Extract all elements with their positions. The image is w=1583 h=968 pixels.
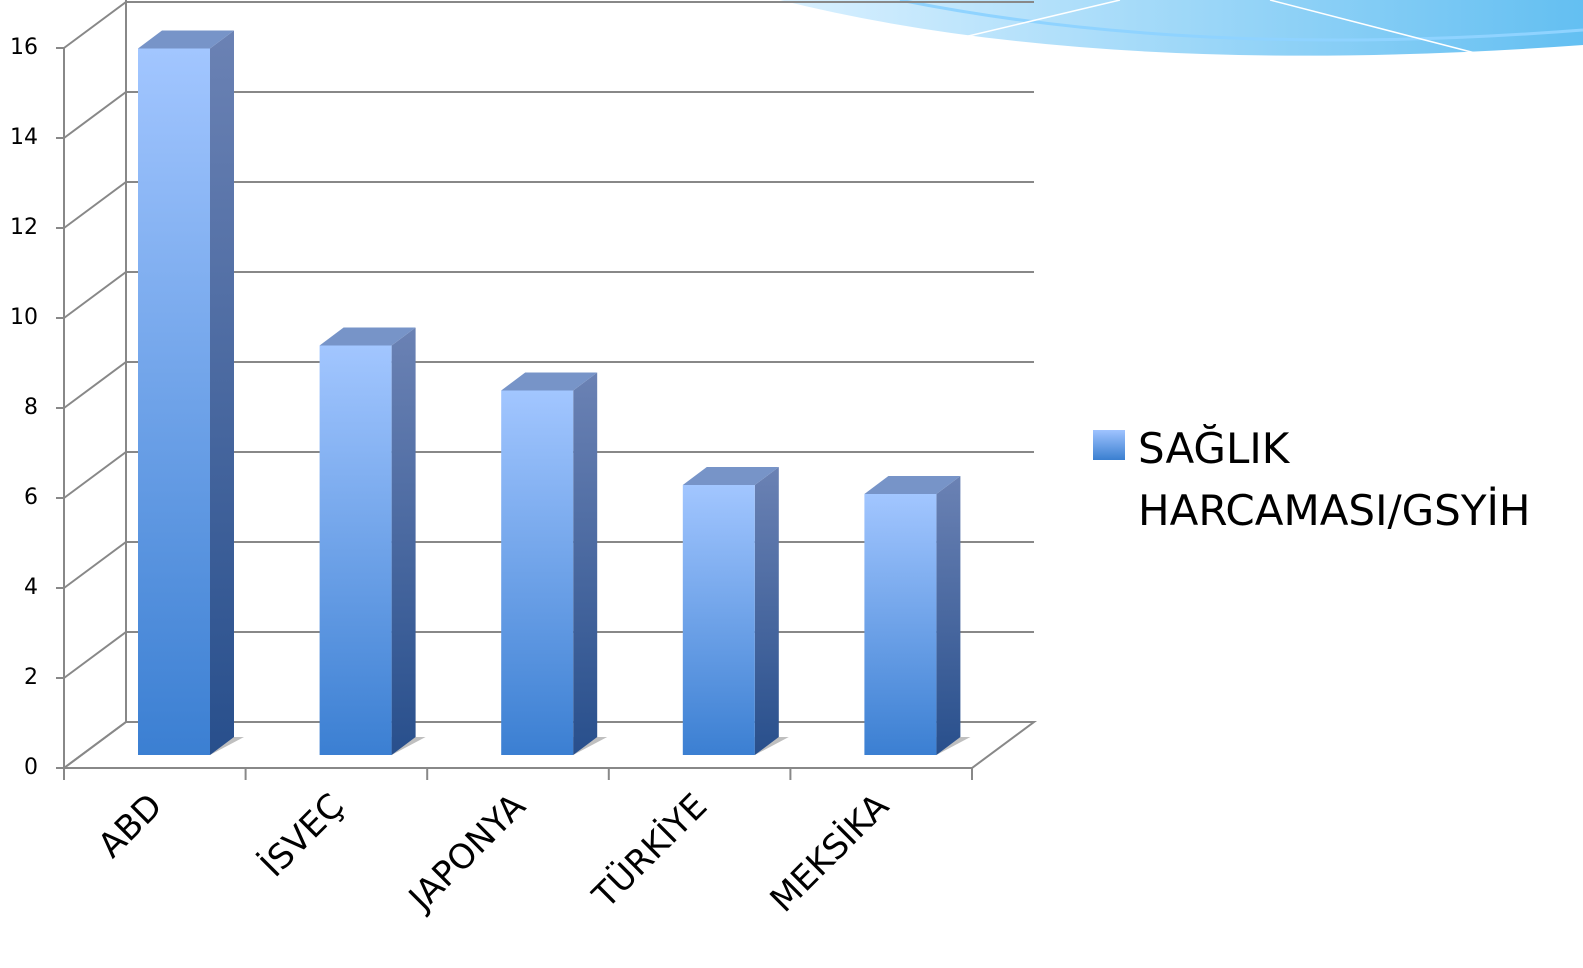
- bar-front: [683, 485, 755, 755]
- x-tick-label: JAPONYA: [400, 786, 533, 919]
- bar-side: [573, 373, 597, 756]
- bar: [320, 328, 426, 756]
- bar-front: [864, 494, 936, 755]
- x-tick-label: İSVEÇ: [253, 786, 352, 885]
- decoration: [780, 0, 1583, 62]
- x-tick-label: TÜRKİYE: [584, 785, 715, 916]
- x-tick-label: ABD: [91, 786, 171, 866]
- y-tick-label: 12: [10, 215, 38, 240]
- bar: [864, 476, 970, 755]
- bar-side: [392, 328, 416, 756]
- bar-side: [210, 31, 234, 756]
- x-tick-label: MEKSİKA: [763, 786, 897, 920]
- legend: SAĞLIK HARCAMASI/GSYİH: [1093, 418, 1563, 542]
- bar: [138, 31, 244, 756]
- legend-swatch: [1093, 430, 1125, 460]
- bar-front: [138, 49, 210, 756]
- page: 0 2 4 6 8 10 12 14 16 ABD İSVEÇ JAPONYA TÜRKİYE MEKSİ…: [0, 0, 1583, 968]
- bar-front: [320, 346, 392, 756]
- y-tick-label: 16: [10, 35, 38, 60]
- y-tick-label: 6: [24, 485, 38, 510]
- y-tick-label: 4: [24, 575, 38, 600]
- y-tick-label: 2: [24, 665, 38, 690]
- bar-side: [755, 467, 779, 755]
- bar: [501, 373, 607, 756]
- y-tick-label: 8: [24, 395, 38, 420]
- legend-label: SAĞLIK HARCAMASI/GSYİH: [1138, 418, 1563, 542]
- y-tick-label: 14: [10, 125, 38, 150]
- y-tick-label: 10: [10, 305, 38, 330]
- bar: [683, 467, 789, 755]
- y-tick-label: 0: [24, 755, 38, 780]
- bar-side: [936, 476, 960, 755]
- bar-front: [501, 391, 573, 756]
